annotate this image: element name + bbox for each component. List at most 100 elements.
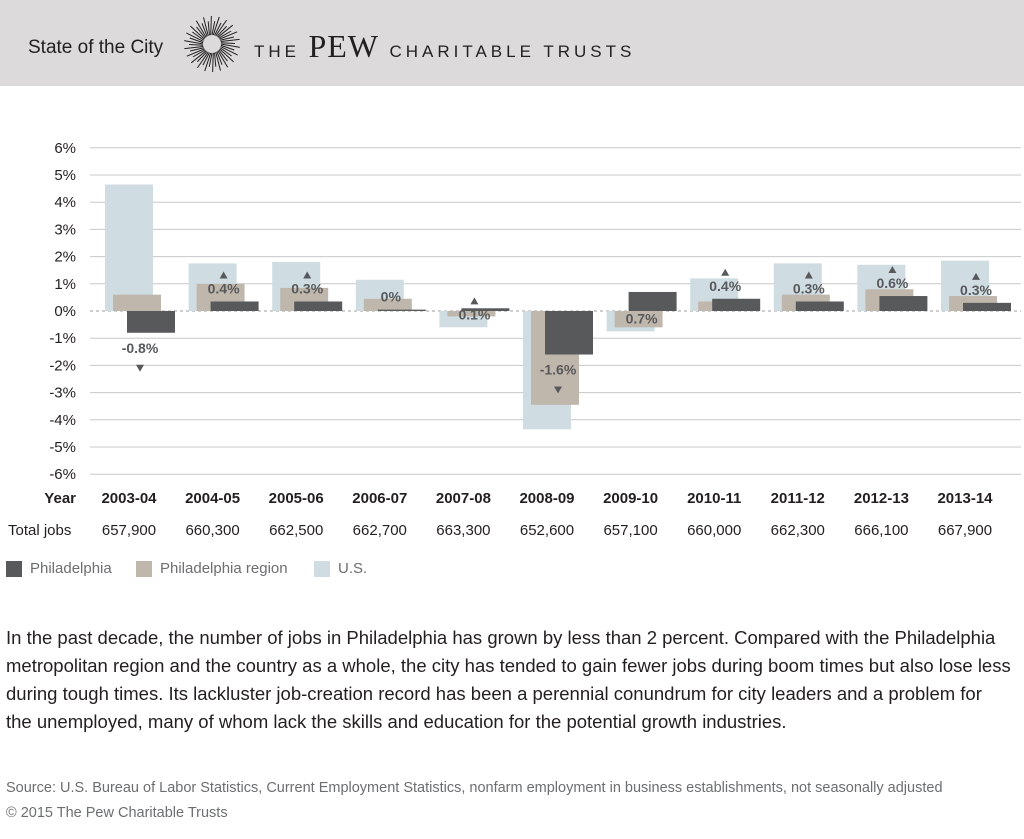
up-arrow-icon [804,271,813,279]
bar-philadelphia [461,308,510,311]
x-tick-label: 2013-14 [937,490,993,507]
logo-ray [195,20,207,38]
bar-philadelphia [628,291,677,311]
data-label: 0.1% [458,306,490,322]
source-note: Source: U.S. Bureau of Labor Statistics,… [6,780,943,796]
total-jobs-value: 662,700 [353,522,407,539]
data-label: 0.4% [208,280,240,296]
up-arrow-icon [637,301,646,309]
logo-ray [217,50,229,68]
bar-philadelphia [294,301,343,311]
x-tick-label: 2008-09 [519,490,574,507]
logo-ray [218,49,228,62]
y-tick-label: 1% [54,276,76,293]
logo-ray [220,36,235,41]
logo-ray [214,52,217,67]
chart-description: In the past decade, the number of jobs i… [6,627,1011,732]
jobs-change-bar-chart: 6% 5% 4% 3% 2% 1% 0% -1% -2% -3% -4% -5% -6% -0.8% 0.4… [8,140,1021,539]
y-tick-label: 6% [54,140,76,157]
bar-philadelphia-region [614,311,663,328]
logo-ray [212,16,220,36]
bar-philadelphia [377,309,426,311]
logo-ray [210,15,212,36]
logo-ray [215,19,228,37]
total-jobs-value: 660,300 [185,522,239,539]
logo-ray [216,25,228,37]
logo-ray [192,49,206,58]
x-tick-label: 2006-07 [352,490,407,507]
bar-philadelphia [795,301,844,311]
bar-philadelphia [712,298,761,311]
x-tick-label: 2012-13 [854,490,909,507]
data-label: 0.4% [709,278,741,294]
down-arrow-icon [554,386,562,394]
logo-ray [220,38,240,42]
logo-ray [219,47,232,57]
up-arrow-icon [888,266,897,274]
legend-label-philadelphia: Philadelphia [30,560,112,577]
logo-ray [211,21,216,36]
legend-swatch-philadelphia-region [136,561,152,577]
y-tick-label: -5% [49,439,76,456]
logo-ray [207,21,210,36]
x-tick-label: 2009-10 [603,490,658,507]
logo-ray [196,26,206,39]
x-tick-label: 2003-04 [101,490,157,507]
logo-ray [204,52,212,72]
x-tick-label: 2004-05 [185,490,240,507]
logo-ray [203,17,209,36]
total-jobs-value: 662,300 [771,522,825,539]
logo-ray [208,52,213,67]
legend-label-us: U.S. [338,560,368,577]
pew-logo-wordmark: THE PEW CHARITABLE TRUSTS [254,28,635,65]
y-tick-label: 2% [54,249,76,266]
logo-ray [212,52,214,73]
y-tick-label: -1% [49,330,76,347]
legend-label-philadelphia-region: Philadelphia region [160,560,288,577]
up-arrow-icon [219,271,228,279]
year-row-label: Year [44,490,76,507]
logo-ray [189,47,204,52]
logo-ray [217,24,234,38]
bar-philadelphia [127,311,175,333]
bar-u-s [105,184,153,311]
logo-ray [189,37,204,44]
y-tick-label: -6% [49,466,76,483]
total-jobs-value: 662,500 [269,522,323,539]
x-tick-label: 2011-12 [771,490,825,507]
logo-ray [196,51,208,63]
data-label: -1.6% [540,362,577,378]
x-tick-label: 2005-06 [269,490,324,507]
total-jobs-value: 660,000 [687,522,741,539]
copyright-note: © 2015 The Pew Charitable Trusts [6,805,228,821]
data-label: 0.6% [876,275,908,291]
logo-ray [186,32,204,42]
y-tick-label: 0% [54,303,76,320]
data-label: 0% [381,289,402,305]
x-tick-label: 2007-08 [436,490,491,507]
up-arrow-icon [303,271,312,279]
bar-philadelphia [545,311,593,355]
legend-swatch-philadelphia [6,561,22,577]
y-tick-label: -3% [49,385,76,402]
logo-ray [201,23,208,37]
total-jobs-value: 657,900 [102,522,156,539]
pew-sunburst-logo-icon [184,15,240,73]
bar-philadelphia-region [363,298,412,311]
data-label: -0.8% [122,340,159,356]
logo-pew: PEW [308,28,379,64]
y-tick-label: 5% [54,167,76,184]
bar-philadelphia-region [447,311,496,317]
y-tick-label: 4% [54,194,76,211]
data-label: 0.3% [960,282,992,298]
data-label: 0.7% [626,310,658,326]
logo-ray [188,44,204,46]
logo-ray [220,42,236,44]
y-tick-label: -2% [49,357,76,374]
up-arrow-icon [972,272,980,280]
data-label: 0.3% [291,280,323,296]
total-jobs-value: 652,600 [520,522,574,539]
logo-ray [218,30,232,39]
logo-ray [220,46,238,56]
logo-ray [186,48,205,57]
